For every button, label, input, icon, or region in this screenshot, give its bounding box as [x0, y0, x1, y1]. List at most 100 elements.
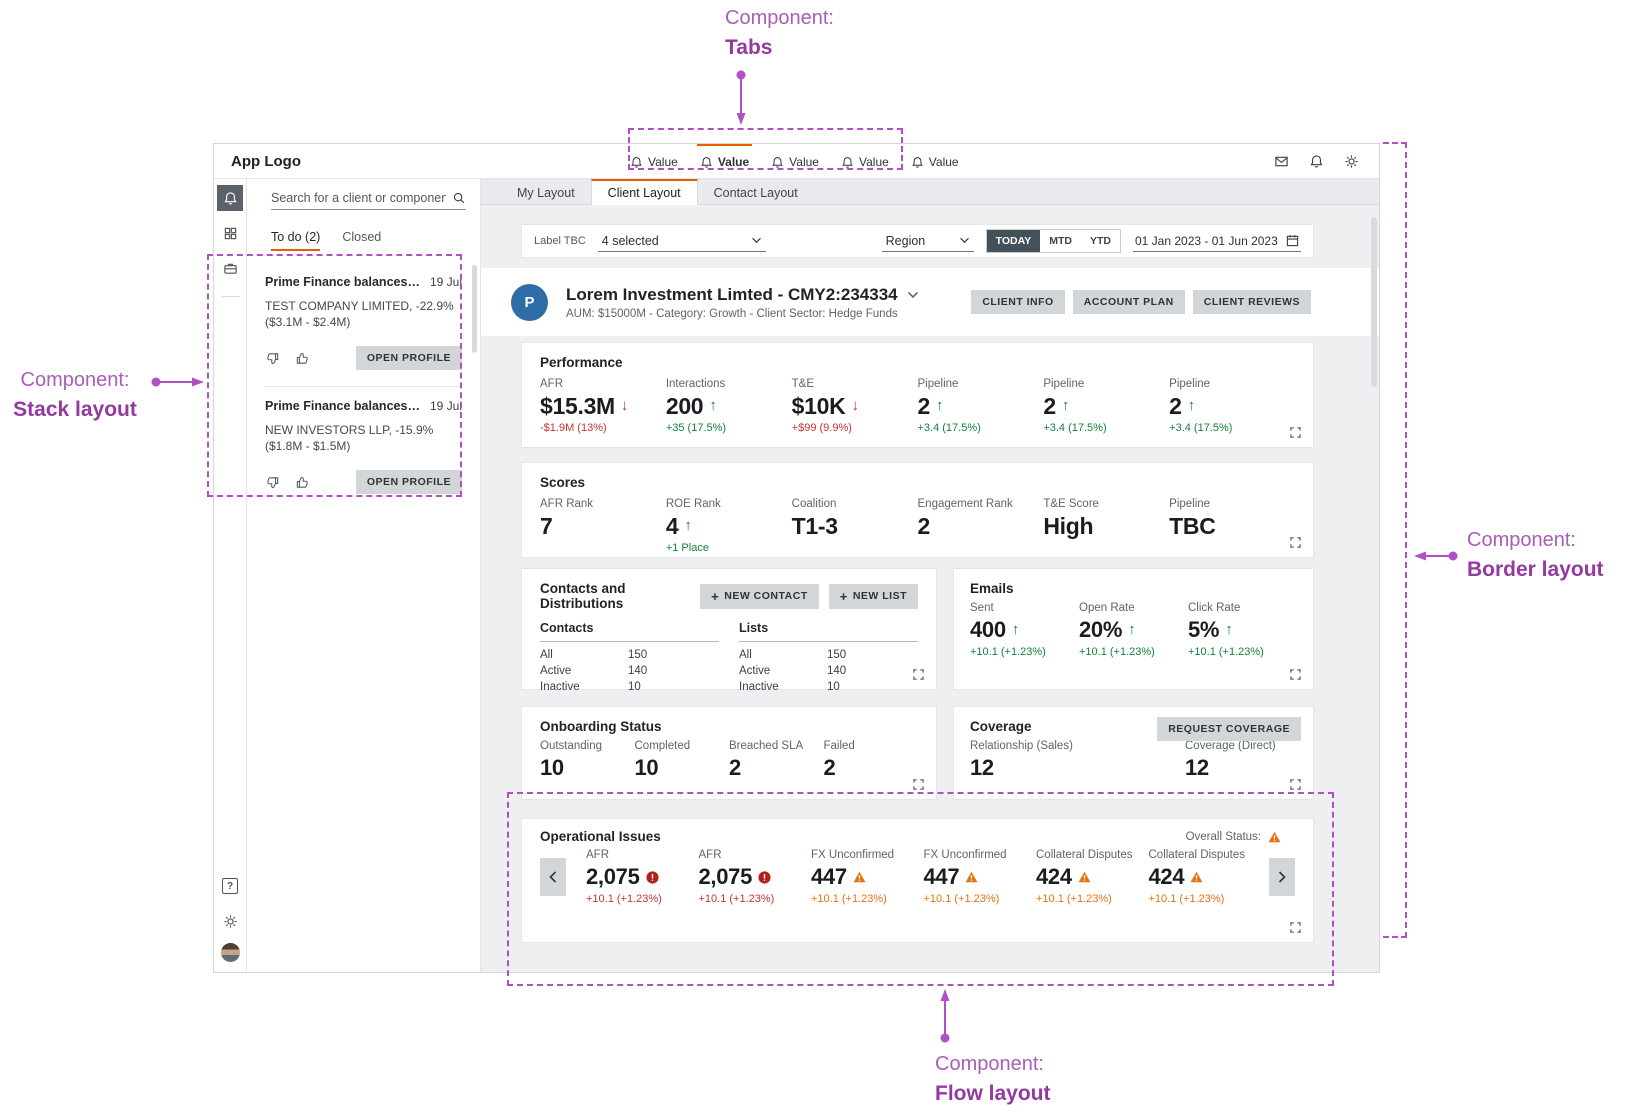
tab-closed[interactable]: Closed [342, 230, 382, 244]
search-bar [271, 186, 466, 210]
warning-icon [1268, 831, 1281, 842]
notification-date: 19 Jul [429, 275, 462, 289]
rail-portfolio-button[interactable] [217, 255, 243, 281]
account-plan-button[interactable]: ACCOUNT PLAN [1072, 290, 1185, 314]
tab-value-1[interactable]: Value [627, 144, 681, 178]
carousel-prev-button[interactable] [540, 858, 566, 896]
help-icon[interactable]: ? [217, 873, 243, 899]
bell-icon[interactable] [1309, 154, 1324, 169]
sidebar-scrollbar[interactable] [472, 265, 477, 353]
metric-outstanding: Outstanding 10 [540, 740, 603, 780]
notifications-sidebar: To do (2) Closed Prime Finance balances … [247, 179, 481, 972]
app-header: App Logo Value Value Value Value [214, 144, 1379, 179]
onboarding-card: Onboarding Status Outstanding 10 Complet… [521, 706, 937, 800]
thumb-up-icon[interactable] [295, 351, 310, 366]
expand-icon[interactable] [1290, 669, 1301, 680]
date-range-picker[interactable]: 01 Jan 2023 - 01 Jun 2023 [1133, 231, 1301, 252]
thumb-up-icon[interactable] [295, 475, 310, 490]
calendar-icon [1286, 235, 1299, 247]
bell-icon [912, 156, 923, 168]
notification-title: Prime Finance balances declined... [265, 399, 422, 413]
rail-notifications-button[interactable] [217, 185, 243, 211]
contacts-group: Contacts All 150 Active 140 Inactive 10 [540, 621, 719, 694]
open-profile-button[interactable]: OPEN PROFILE [355, 346, 462, 370]
user-avatar[interactable] [220, 943, 240, 962]
request-coverage-button[interactable]: REQUEST COVERAGE [1157, 717, 1301, 741]
tab-label: Value [789, 155, 819, 169]
search-icon[interactable] [452, 191, 466, 205]
period-today-button[interactable]: TODAY [986, 230, 1041, 252]
metric-completed: Completed 10 [634, 740, 691, 780]
settings-gear-icon[interactable] [217, 908, 243, 934]
main-scrollbar[interactable] [1371, 217, 1377, 387]
expand-icon[interactable] [1290, 427, 1301, 438]
search-input[interactable] [271, 190, 446, 205]
carousel-next-button[interactable] [1269, 858, 1295, 896]
notification-list: Prime Finance balances declined... 19 Ju… [247, 265, 480, 508]
rail-bottom: ? [217, 873, 243, 962]
rail-apps-button[interactable] [217, 220, 243, 246]
period-ytd-button[interactable]: YTD [1081, 230, 1120, 252]
expand-icon[interactable] [913, 669, 924, 680]
notification-date: 19 Jul [429, 399, 462, 413]
card-title: Emails [970, 581, 1014, 596]
tab-contact-layout[interactable]: Contact Layout [713, 185, 798, 200]
new-contact-button[interactable]: + NEW CONTACT [700, 583, 819, 609]
tab-value-3[interactable]: Value [768, 144, 822, 178]
grid-icon [224, 227, 236, 239]
notification-body: TEST COMPANY LIMITED, -22.9% ($3.1M - $2… [265, 299, 454, 329]
expand-icon[interactable] [913, 779, 924, 790]
annotation-border: Component: Border layout [1467, 526, 1604, 585]
metric-afr-issues: AFR 2,075 +10.1 (+1.23%) [586, 849, 662, 905]
arrow-down-icon: ↓ [851, 397, 859, 414]
metric-fx-unconfirmed: FX Unconfirmed 447 +10.1 (+1.23%) [811, 849, 895, 905]
metric-pipeline-score: Pipeline TBC [1169, 498, 1216, 539]
bell-icon [223, 191, 237, 205]
tab-todo[interactable]: To do (2) [271, 230, 321, 251]
gear-icon[interactable] [1344, 154, 1359, 169]
open-profile-button[interactable]: OPEN PROFILE [355, 470, 462, 494]
expand-icon[interactable] [1290, 537, 1301, 548]
tab-value-2-selected[interactable]: Value [696, 144, 753, 178]
region-dropdown[interactable]: Region [881, 231, 974, 252]
app-logo: App Logo [231, 152, 301, 170]
bell-icon [631, 156, 642, 168]
client-reviews-button[interactable]: CLIENT REVIEWS [1192, 290, 1311, 314]
warning-icon [853, 871, 866, 883]
chevron-right-icon [1278, 871, 1286, 883]
notification-card[interactable]: Prime Finance balances declined... 19 Ju… [247, 265, 480, 384]
metric-te-score: T&E Score High [1043, 498, 1099, 539]
table-row: Inactive 10 [739, 681, 840, 693]
tab-my-layout[interactable]: My Layout [517, 185, 575, 200]
metric-breached-sla: Breached SLA 2 [729, 740, 804, 780]
client-info-button[interactable]: CLIENT INFO [971, 290, 1065, 314]
annotation-prefix: Component: [935, 1053, 1044, 1075]
tab-value-5[interactable]: Value [908, 144, 962, 178]
expand-icon[interactable] [1290, 779, 1301, 790]
warning-icon [965, 871, 978, 883]
annotation-arrow-left-icon [1412, 548, 1460, 564]
expand-icon[interactable] [1290, 922, 1301, 933]
divider [265, 386, 462, 387]
labels-dropdown[interactable]: 4 selected [597, 231, 766, 252]
tab-client-layout[interactable]: Client Layout [590, 179, 698, 205]
thumb-down-icon[interactable] [265, 475, 280, 490]
tab-value-4[interactable]: Value [838, 144, 892, 178]
main-area: My Layout Client Layout Contact Layout L… [481, 179, 1379, 972]
card-title: Operational Issues [540, 829, 661, 844]
notification-card[interactable]: Prime Finance balances declined... 19 Ju… [247, 389, 480, 508]
arrow-up-icon: ↑ [1225, 621, 1233, 638]
mail-icon[interactable] [1274, 154, 1289, 169]
client-avatar: P [511, 283, 548, 321]
client-meta: AUM: $15000M - Category: Growth - Client… [566, 307, 898, 320]
overall-status: Overall Status: [1186, 831, 1281, 843]
client-name-row[interactable]: Lorem Investment Limted - CMY2:234334 [566, 285, 919, 305]
metric-open-rate: Open Rate 20% ↑ +10.1 (+1.23%) [1079, 602, 1155, 658]
error-icon [758, 870, 771, 884]
new-list-button[interactable]: + NEW LIST [828, 583, 918, 609]
thumb-down-icon[interactable] [265, 351, 280, 366]
period-mtd-button[interactable]: MTD [1040, 230, 1081, 252]
card-title: Onboarding Status [540, 719, 662, 734]
chevron-down-icon[interactable] [907, 291, 919, 299]
metric-te: T&E $10K ↓ +$99 (9.9%) [791, 378, 859, 434]
